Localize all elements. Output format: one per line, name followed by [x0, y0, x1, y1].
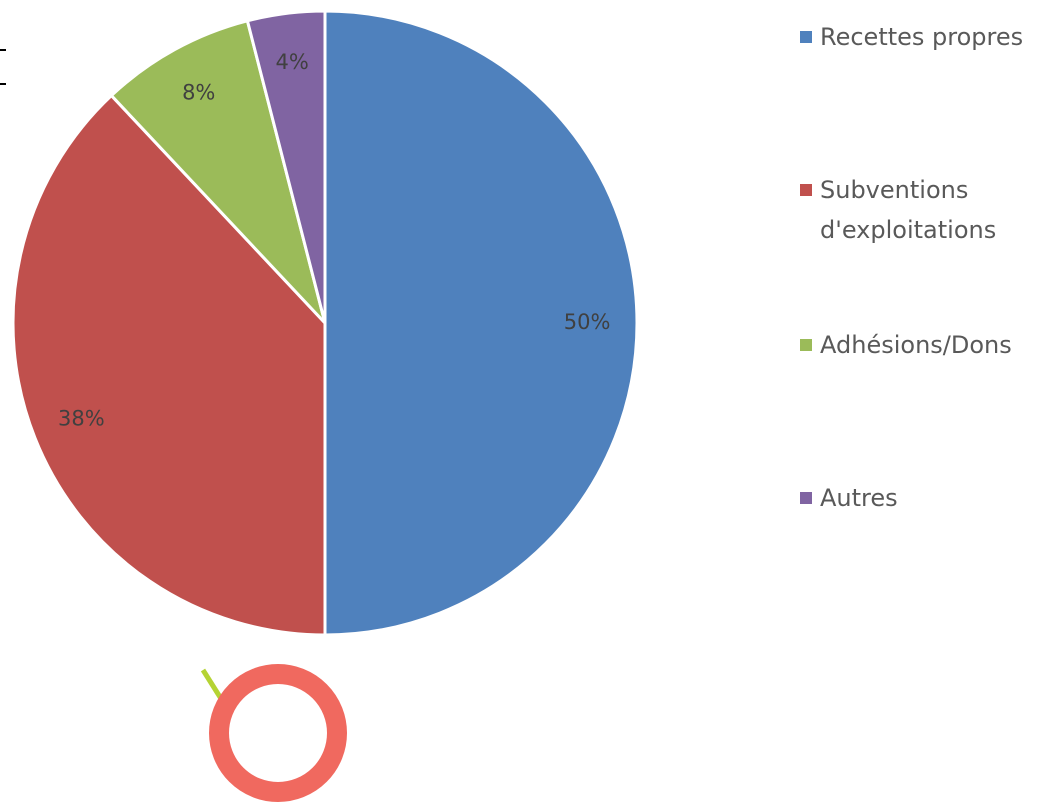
cursor-ring [209, 664, 347, 802]
legend-label: Autres [820, 484, 898, 512]
pie [11, 9, 639, 637]
legend-swatch [800, 492, 812, 504]
data-label: 38% [58, 406, 105, 430]
pie-slice [109, 18, 327, 325]
legend-swatch [800, 31, 812, 43]
data-label: 8% [182, 80, 215, 104]
legend-label: Recettes propres [820, 23, 1024, 51]
data-label: 4% [275, 50, 308, 74]
legend-item: Subventions d'exploitations [800, 170, 1057, 250]
legend-swatch [800, 184, 812, 196]
legend-item: Recettes propres [800, 17, 1057, 57]
pie-slice [245, 9, 327, 324]
legend-item: Autres [800, 478, 1057, 518]
legend-swatch [800, 339, 812, 351]
data-label: 50% [564, 310, 611, 334]
legend-item: Adhésions/Dons [800, 325, 1057, 365]
data-labels: 50% 38% 8% 4% [58, 50, 610, 430]
legend-label: Adhésions/Dons [820, 331, 1012, 359]
pie-slice [323, 9, 639, 637]
legend-label: Subventions d'exploitations [820, 176, 997, 244]
pie-slice [11, 93, 327, 637]
